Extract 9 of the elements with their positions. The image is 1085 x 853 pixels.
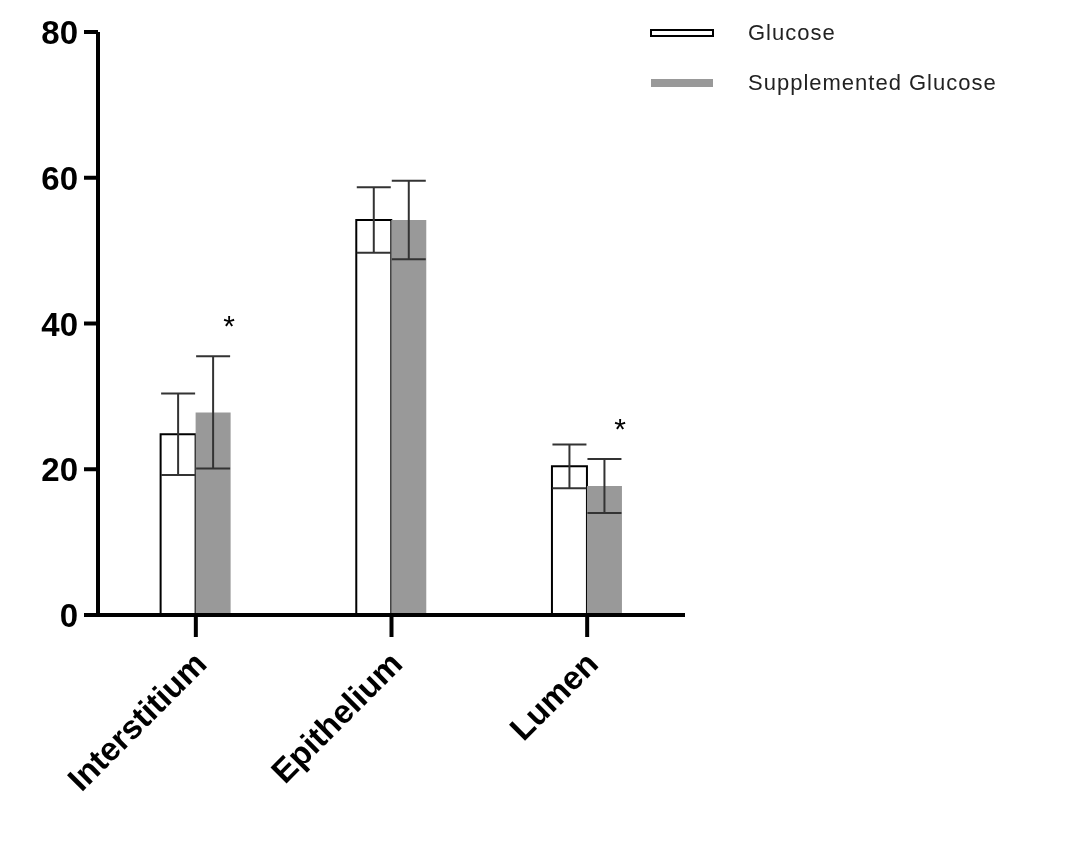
legend-label: Glucose bbox=[748, 20, 836, 46]
annotation: * bbox=[223, 309, 236, 342]
y-tick-label: 20 bbox=[41, 451, 78, 489]
legend-label: Supplemented Glucose bbox=[748, 70, 997, 96]
y-tick-label: 40 bbox=[41, 305, 78, 343]
y-tick-label: 80 bbox=[41, 14, 78, 51]
y-tick-label: 60 bbox=[41, 159, 78, 197]
y-tick-label: 0 bbox=[59, 597, 78, 634]
annotation: * bbox=[614, 412, 627, 445]
